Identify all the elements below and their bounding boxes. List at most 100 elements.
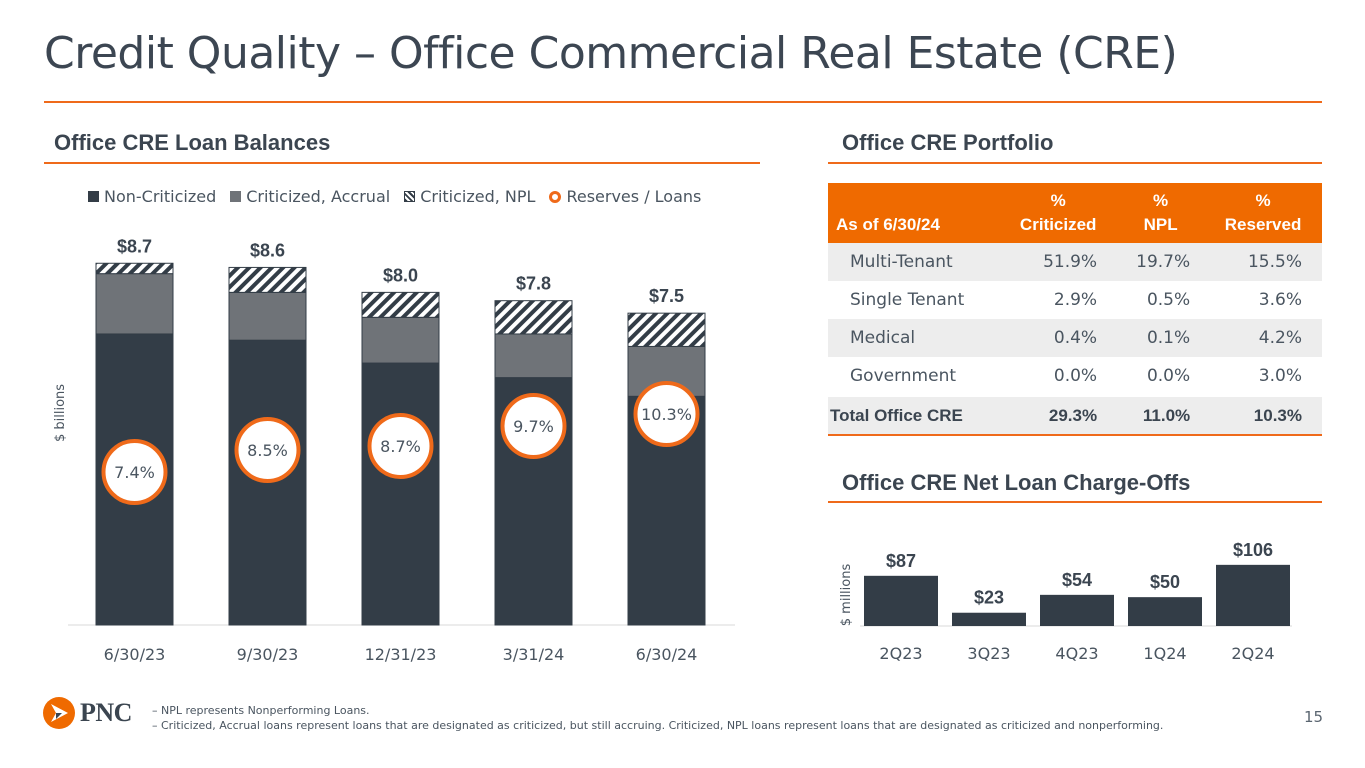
cell-npl: 19.7% [1117,243,1211,281]
cell-criticized: 51.9% [1005,243,1118,281]
bar-criticized-npl [494,300,573,335]
reserves-label: 8.7% [380,437,421,456]
table-row: Medical 0.4% 0.1% 4.2% [828,319,1322,357]
bar-value-label: $50 [1150,572,1180,592]
bar-total-label: $7.5 [649,286,684,306]
x-tick-label: 6/30/24 [636,645,698,664]
bar-criticized-npl [95,262,174,275]
loan-balances-title: Office CRE Loan Balances [54,130,331,155]
reserves-marker [367,413,434,479]
charge-offs-chart: $ millions $87 2Q23 $23 3Q23 $54 4Q23 $50 1Q24 $… [839,540,1292,663]
charge-offs-title: Office CRE Net Loan Charge-Offs [842,470,1191,495]
charge-off-bar [1128,597,1202,626]
total-reserved: 10.3% [1210,397,1322,436]
loan-balances-divider [44,162,760,164]
legend-swatch-reserves [549,190,562,203]
bar-total-label: $8.0 [383,265,418,285]
header-as-of: As of 6/30/24 [828,183,1006,243]
bar-value-label: $106 [1233,540,1273,560]
row-label: Medical [828,319,1006,357]
reserves-label: 8.5% [247,441,288,460]
cell-reserved: 4.2% [1210,319,1322,357]
legend-label: Criticized, NPL [420,187,536,206]
reserves-label: 7.4% [114,463,155,482]
charge-offs-divider [828,501,1322,503]
reserves-marker [500,393,567,459]
bar-total-label: $7.8 [516,274,551,294]
total-label: Total Office CRE [828,397,1006,436]
cell-criticized: 0.0% [1053,366,1098,386]
pnc-logo-icon [43,697,75,729]
bar-criticized-accrual [228,291,307,341]
bar-value-label: $54 [1062,570,1092,590]
y-axis-label: $ billions [53,384,68,442]
x-tick-label: 2Q24 [1231,644,1274,663]
charge-off-bar [1216,564,1290,626]
cell-npl: 0.0% [1146,366,1191,386]
logo-text: PNC [80,698,132,727]
portfolio-table: As of 6/30/24 % Criticized % NPL % Reserved… [828,183,1322,436]
charge-off-bar [1040,594,1114,626]
reserves-marker [234,417,301,483]
table-spacer [828,395,1322,397]
bar-total-label: $8.7 [117,236,152,256]
footnotes: – NPL represents Nonperforming Loans. – … [152,703,1163,733]
table-row: Multi-Tenant 51.9% 19.7% 15.5% [828,243,1322,281]
table-total-row: Total Office CRE 29.3% 11.0% 10.3% [828,397,1322,436]
header-npl: % NPL [1117,183,1211,243]
x-tick-label: 9/30/23 [237,645,299,664]
footnote: – Criticized, Accrual loans represent lo… [152,719,1164,732]
charge-off-bar [864,575,938,626]
bar-criticized-accrual [361,316,440,364]
bar-criticized-npl [228,266,307,293]
total-npl: 11.0% [1117,397,1211,436]
table-row: Single Tenant 2.9% 0.5% 3.6% [828,281,1322,319]
header-criticized: % Criticized [1005,183,1118,243]
title-divider [44,101,1322,103]
cell-criticized: 2.9% [1053,290,1098,310]
charge-off-bar [952,612,1026,626]
page-number: 15 [1304,708,1324,726]
cell-criticized: 0.4% [1005,319,1118,357]
page-title: Credit Quality – Office Commercial Real … [44,28,1178,79]
bar-criticized-accrual [494,333,573,379]
loan-balances-chart: $ billions $8.7 6/30/23 7.4% $8.6 9/30/23 8.5… [53,236,735,664]
reserves-marker [633,381,700,447]
legend-swatch-criticized-npl [404,191,416,202]
cell-reserved: 3.6% [1258,290,1302,310]
legend-swatch-non-criticized [88,191,99,202]
legend-non-criticized: Non-Criticized [88,187,216,206]
table-header-row: As of 6/30/24 % Criticized % NPL % Reserved [828,183,1322,243]
row-label: Multi-Tenant [828,243,1006,281]
cell-npl: 0.5% [1146,290,1191,310]
legend-criticized-npl: Criticized, NPL [404,187,535,206]
reserves-label: 9.7% [513,417,554,436]
bar-non-criticized [361,362,440,626]
bar-value-label: $87 [886,551,916,571]
total-criticized: 29.3% [1005,397,1118,436]
legend-reserves: Reserves / Loans [549,187,701,206]
x-tick-label: 2Q23 [879,644,922,663]
x-tick-label: 12/31/23 [365,645,437,664]
legend-label: Criticized, Accrual [246,187,391,206]
cell-reserved: 15.5% [1210,243,1322,281]
legend-label: Reserves / Loans [566,187,702,206]
table-row: Government 0.0% 0.0% 3.0% [828,357,1322,395]
cell-reserved: 3.0% [1258,366,1302,386]
x-tick-label: 6/30/23 [104,645,166,664]
reserves-marker [101,439,168,505]
bar-criticized-npl [627,312,706,347]
x-tick-label: 3/31/24 [503,645,565,664]
y-axis-label: $ millions [839,564,854,627]
legend-label: Non-Criticized [104,187,217,206]
x-tick-label: 1Q24 [1143,644,1186,663]
chart-legend: Non-Criticized Criticized, Accrual Criti… [88,187,715,206]
bar-value-label: $23 [974,588,1004,608]
bar-criticized-accrual [95,273,174,335]
row-label: Single Tenant [850,290,965,310]
bar-total-label: $8.6 [250,240,285,260]
pnc-logo: PNC [42,696,132,730]
legend-swatch-criticized-accrual [230,191,242,202]
reserves-label: 10.3% [641,405,692,424]
header-reserved: % Reserved [1210,183,1322,243]
